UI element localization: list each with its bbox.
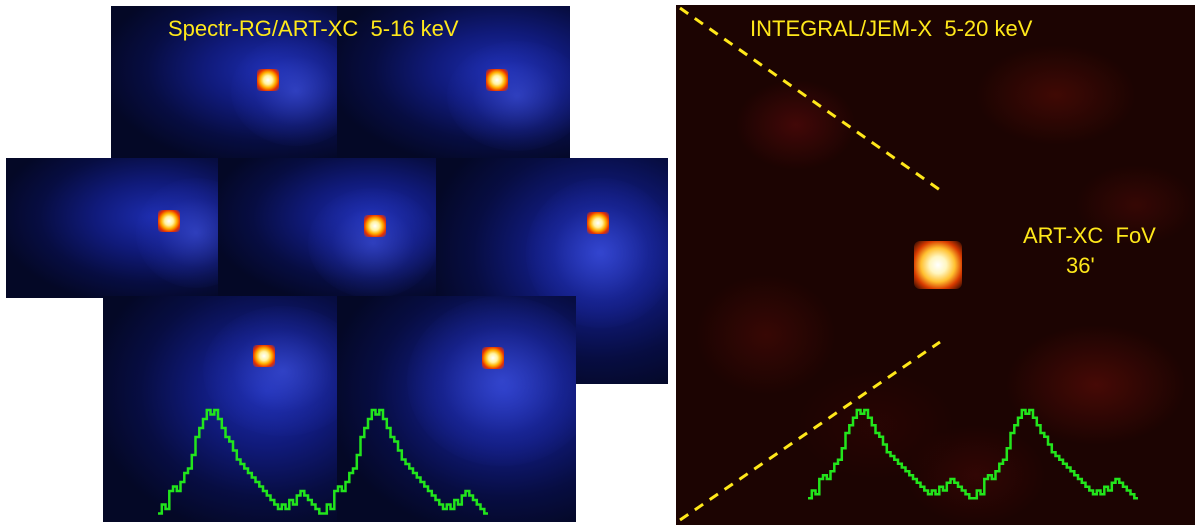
artxc-tile-7 xyxy=(337,296,576,522)
artxc-profile xyxy=(158,408,488,515)
fov-size-label: 36' xyxy=(1066,253,1095,278)
artxc-tile-2 xyxy=(337,6,570,158)
fov-line-top xyxy=(679,6,941,192)
source-spot xyxy=(158,210,180,232)
fov-label: ART-XC FoV xyxy=(1023,223,1156,248)
artxc-tile-1 xyxy=(111,6,337,158)
artxc-tile-4 xyxy=(218,158,436,298)
artxc-tile-3 xyxy=(6,158,218,298)
source-spot xyxy=(482,347,504,369)
fov-line-bottom xyxy=(679,340,941,522)
jemx-label: INTEGRAL/JEM-X 5-20 keV xyxy=(750,16,1033,41)
source-spot xyxy=(257,69,279,91)
jemx-profile xyxy=(808,408,1138,500)
source-spot xyxy=(486,69,508,91)
jemx-image xyxy=(676,5,1195,525)
artxc-label: Spectr-RG/ART-XC 5-16 keV xyxy=(168,16,459,41)
source-spot xyxy=(587,212,609,234)
source-spot xyxy=(364,215,386,237)
artxc-tile-6 xyxy=(103,296,337,522)
source-spot xyxy=(253,345,275,367)
jemx-source-spot xyxy=(914,241,962,289)
